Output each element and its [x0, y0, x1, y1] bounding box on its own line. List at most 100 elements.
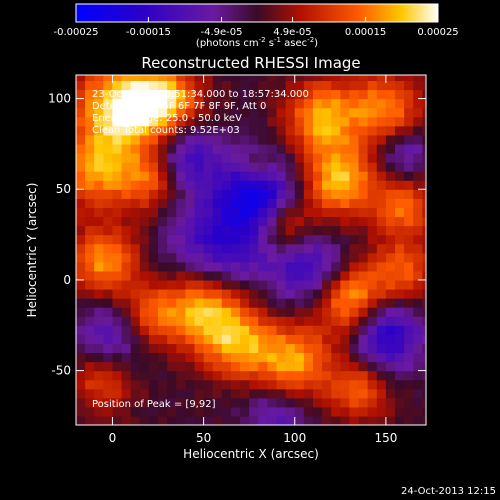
heatmap-cell	[267, 243, 278, 254]
heatmap-cell	[203, 198, 214, 208]
heatmap-cell	[203, 252, 214, 263]
heatmap-cell	[103, 343, 114, 354]
colorbar-ticks: -0.00025 -0.00015 -4.9e-05 4.9e-05 0.00015 0.…	[54, 17, 459, 38]
heatmap-cell	[94, 180, 104, 190]
heatmap-cell	[358, 125, 369, 136]
heatmap-cell	[258, 307, 269, 317]
heatmap-cell	[194, 207, 205, 218]
heatmap-cell	[376, 343, 387, 354]
heatmap-cell	[404, 361, 414, 372]
heatmap-cell	[167, 406, 177, 417]
heatmap-cell	[358, 107, 369, 118]
heatmap-cell	[395, 397, 405, 408]
heatmap-cell	[367, 189, 378, 199]
heatmap-cell	[203, 361, 214, 372]
colorbar-tick-label: 4.9e-05	[273, 27, 311, 38]
heatmap-cell	[413, 89, 423, 100]
heatmap-cell	[258, 243, 269, 254]
heatmap-cell	[358, 152, 369, 163]
heatmap-cell	[176, 152, 186, 163]
heatmap-cell	[203, 216, 214, 227]
heatmap-cell	[312, 234, 323, 245]
heatmap-cell	[376, 279, 387, 290]
heatmap-cell	[112, 143, 123, 154]
heatmap-cell	[349, 270, 360, 281]
heatmap-cell	[340, 334, 351, 344]
heatmap-cell	[367, 361, 378, 372]
heatmap-cell	[303, 370, 314, 381]
heatmap-cell	[148, 406, 159, 417]
heatmap-cell	[230, 80, 241, 91]
heatmap-cell	[331, 89, 341, 100]
heatmap-cell	[249, 107, 259, 118]
heatmap-cell	[230, 243, 241, 254]
heatmap-cell	[203, 162, 214, 172]
heatmap-cell	[112, 125, 123, 136]
heatmap-cell	[203, 288, 214, 299]
heatmap-cell	[312, 198, 323, 208]
heatmap-cell	[167, 252, 177, 263]
heatmap-cell	[422, 80, 426, 91]
heatmap-cell	[85, 252, 95, 263]
heatmap-cell	[112, 89, 123, 100]
heatmap-cell	[230, 152, 241, 163]
heatmap-cell	[376, 334, 387, 344]
peak-position-label: Position of Peak = [9,92]	[92, 399, 216, 410]
heatmap-cell	[404, 415, 414, 425]
heatmap-cell	[303, 134, 314, 145]
heatmap-cell	[349, 189, 360, 199]
heatmap-cell	[94, 98, 104, 109]
heatmap-cell	[349, 261, 360, 272]
heatmap-cell	[130, 180, 141, 190]
heatmap-cell	[167, 225, 177, 236]
heatmap-cell	[349, 325, 360, 335]
heatmap-cell	[422, 207, 426, 218]
heatmap-cell	[422, 325, 426, 335]
heatmap-cell	[121, 307, 132, 317]
heatmap-cell	[385, 207, 396, 218]
heatmap-cell	[285, 234, 296, 245]
heatmap-cell	[203, 234, 214, 245]
heatmap-cell	[276, 225, 287, 236]
heatmap-cell	[139, 198, 150, 208]
heatmap-cell	[303, 270, 314, 281]
heatmap-cell	[212, 207, 223, 218]
heatmap-cell	[413, 116, 423, 127]
heatmap-cell	[358, 180, 369, 190]
heatmap-cell	[139, 361, 150, 372]
heatmap-cell	[212, 307, 223, 317]
heatmap-cell	[167, 162, 177, 172]
heatmap-cell	[130, 334, 141, 344]
heatmap-cell	[212, 379, 223, 390]
heatmap-cell	[112, 316, 123, 326]
heatmap-cell	[249, 252, 259, 263]
heatmap-cell	[276, 98, 287, 109]
heatmap-cell	[358, 325, 369, 335]
heatmap-cell	[340, 388, 351, 399]
heatmap-cell	[376, 80, 387, 91]
heatmap-cell	[240, 270, 250, 281]
heatmap-cell	[276, 216, 287, 227]
heatmap-cell	[221, 189, 232, 199]
heatmap-cell	[130, 125, 141, 136]
heatmap-cell	[130, 143, 141, 154]
heatmap-cell	[294, 406, 305, 417]
heatmap-cell	[294, 216, 305, 227]
heatmap-cell	[413, 243, 423, 254]
heatmap-cell	[121, 370, 132, 381]
heatmap-cell	[303, 361, 314, 372]
heatmap-cell	[358, 189, 369, 199]
heatmap-cell	[112, 379, 123, 390]
heatmap-cell	[267, 75, 278, 82]
heatmap-cell	[312, 162, 323, 172]
heatmap-cell	[322, 234, 332, 245]
heatmap-cell	[385, 198, 396, 208]
heatmap-cell	[158, 198, 168, 208]
heatmap-cell	[404, 352, 414, 363]
heatmap-cell	[76, 370, 86, 381]
heatmap-cell	[221, 352, 232, 363]
heatmap-cell	[349, 234, 360, 245]
heatmap-cell	[349, 397, 360, 408]
heatmap-cell	[267, 388, 278, 399]
heatmap-cell	[385, 75, 396, 82]
